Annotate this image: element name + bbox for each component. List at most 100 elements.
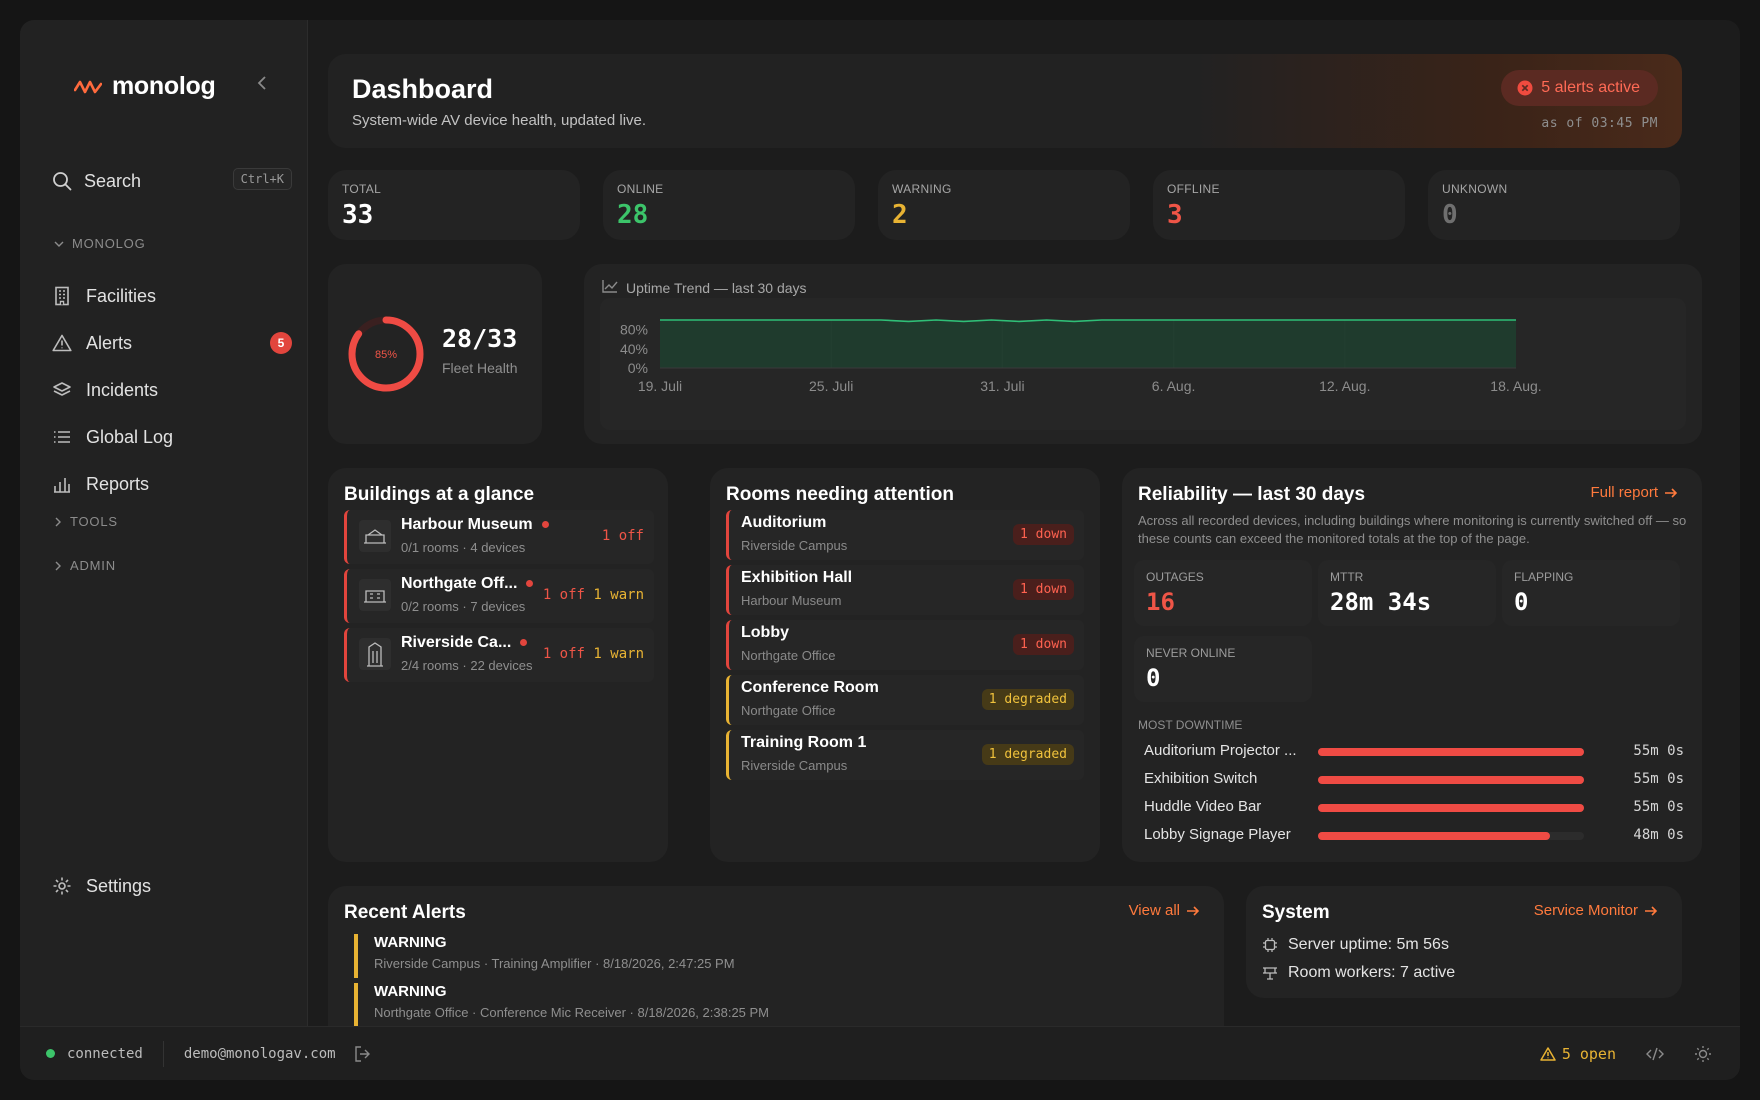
section-admin-label: ADMIN [70,558,116,573]
logo-wave-icon [74,80,102,93]
metric-label: FLAPPING [1514,570,1574,584]
alert-detail: Riverside Campus · Training Amplifier · … [374,956,735,971]
buildings-title: Buildings at a glance [344,484,535,505]
room-row[interactable]: Lobby Northgate Office 1 down [726,620,1084,670]
alerts-active-button[interactable]: 5 alerts active [1501,70,1658,106]
server-uptime: Server uptime: 5m 56s [1262,936,1449,954]
room-location: Northgate Office [741,648,836,663]
downtime-value: 55m 0s [1633,743,1684,759]
room-workers-text: Room workers: 7 active [1288,964,1456,981]
sidebar-item-incidents[interactable]: Incidents [52,370,292,410]
building-name: Riverside Ca... [401,634,528,652]
stat-label: ONLINE [617,182,664,196]
page-subtitle: System-wide AV device health, updated li… [352,112,647,129]
building-name-text: Northgate Off... [401,575,518,592]
logout-icon[interactable] [354,1045,372,1062]
building-row[interactable]: Harbour Museum 0/1 rooms · 4 devices 1 o… [344,510,654,564]
device-name: Lobby Signage Player [1144,826,1291,843]
arrow-right-icon [1645,905,1658,916]
warning-count: 1 warn [593,646,644,662]
room-row[interactable]: Auditorium Riverside Campus 1 down [726,510,1084,560]
room-name: Conference Room [741,679,879,696]
fleet-health-ratio: 28/33 [442,324,518,353]
service-monitor-label: Service Monitor [1533,902,1638,919]
section-tools-label: TOOLS [70,514,118,529]
x-tick-label: 19. Juli [638,378,682,394]
downtime-bar [1318,804,1584,812]
downtime-row[interactable]: Huddle Video Bar 55m 0s [1144,796,1684,820]
alert-level: WARNING [374,934,447,951]
app-window: monolog Search Ctrl+K MONOLOG Facilities… [20,20,1740,1080]
downtime-row[interactable]: Auditorium Projector ... 55m 0s [1144,740,1684,764]
code-icon[interactable] [1646,1047,1664,1061]
metric-value: 0 [1514,588,1529,616]
sidebar-item-alerts[interactable]: Alerts 5 [52,323,292,363]
collapse-sidebar-button[interactable] [256,74,270,97]
offline-count: 1 off [542,587,585,603]
sidebar-item-reports[interactable]: Reports [52,464,292,504]
chevron-left-icon [257,76,266,90]
device-name: Auditorium Projector ... [1144,742,1297,759]
room-status-badge: 1 down [1013,579,1074,600]
fleet-health-label: Fleet Health [442,360,518,376]
divider [162,1040,164,1067]
downtime-bar-fill [1318,776,1584,784]
metric-outages: OUTAGES 16 [1134,560,1312,626]
section-monolog[interactable]: MONOLOG [54,236,146,251]
search-button[interactable]: Search Ctrl+K [52,164,292,198]
stat-total: TOTAL 33 [328,170,580,240]
service-monitor-link[interactable]: Service Monitor [1534,902,1658,919]
room-location: Riverside Campus [741,538,848,553]
brand[interactable]: monolog [74,72,216,101]
sidebar-item-global-log[interactable]: Global Log [52,417,292,457]
view-all-label: View all [1128,902,1180,919]
building-name: Northgate Off... [401,575,534,593]
alert-row[interactable]: WARNING Riverside Campus · Training Ampl… [354,934,1194,978]
room-row[interactable]: Exhibition Hall Harbour Museum 1 down [726,565,1084,615]
room-row[interactable]: Conference Room Northgate Office 1 degra… [726,675,1084,725]
y-tick-label: 40% [620,341,648,357]
section-admin[interactable]: ADMIN [54,558,116,573]
bar-chart-icon [52,474,72,494]
sidebar-item-settings[interactable]: Settings [52,866,292,906]
stat-warning: WARNING 2 [878,170,1130,240]
close-circle-icon [1517,80,1533,96]
downtime-row[interactable]: Lobby Signage Player 48m 0s [1144,824,1684,848]
downtime-row[interactable]: Exhibition Switch 55m 0s [1144,768,1684,792]
user-email[interactable]: demo@monologav.com [183,1045,336,1062]
open-alerts-count: 5 open [1561,1044,1616,1063]
network-icon [1263,967,1277,980]
downtime-bar-fill [1318,832,1551,840]
connection-indicator [46,1049,55,1058]
section-tools[interactable]: TOOLS [54,514,118,529]
metric-value: 16 [1146,588,1175,616]
fleet-health-card: 85% 28/33 Fleet Health [328,264,542,444]
room-row[interactable]: Training Room 1 Riverside Campus 1 degra… [726,730,1084,780]
reliability-description: Across all recorded devices, including b… [1138,513,1687,546]
building-status: 1 off [602,528,644,544]
brand-name: monolog [112,72,216,100]
view-all-link[interactable]: View all [1129,902,1200,919]
uptime-area [660,320,1516,368]
building-row[interactable]: Northgate Off... 0/2 rooms · 7 devices 1… [344,569,654,623]
metric-flapping: FLAPPING 0 [1502,560,1680,626]
search-label: Search [84,170,142,191]
sidebar-item-label: Facilities [86,285,157,306]
room-status-badge: 1 down [1013,634,1074,655]
system-title: System [1262,902,1330,923]
alert-row[interactable]: WARNING Northgate Office · Conference Mi… [354,983,1194,1027]
open-alerts-button[interactable]: 5 open [1540,1045,1616,1063]
uptime-trend-card: Uptime Trend — last 30 days 19. Juli 25. … [584,264,1702,444]
status-bar-left: connected demo@monologav.com [46,1040,372,1067]
room-workers: Room workers: 7 active [1262,964,1455,982]
sun-icon[interactable] [1694,1045,1712,1063]
section-monolog-label: MONOLOG [72,236,146,251]
stat-online: ONLINE 28 [603,170,855,240]
building-row[interactable]: Riverside Ca... 2/4 rooms · 22 devices 1… [344,628,654,682]
page-title: Dashboard [352,74,494,104]
metric-label: NEVER ONLINE [1146,646,1236,660]
building-status: 1 off 1 warn [543,587,644,603]
full-report-link[interactable]: Full report [1590,484,1678,501]
offline-count: 1 off [542,646,585,662]
sidebar-item-facilities[interactable]: Facilities [52,276,292,316]
